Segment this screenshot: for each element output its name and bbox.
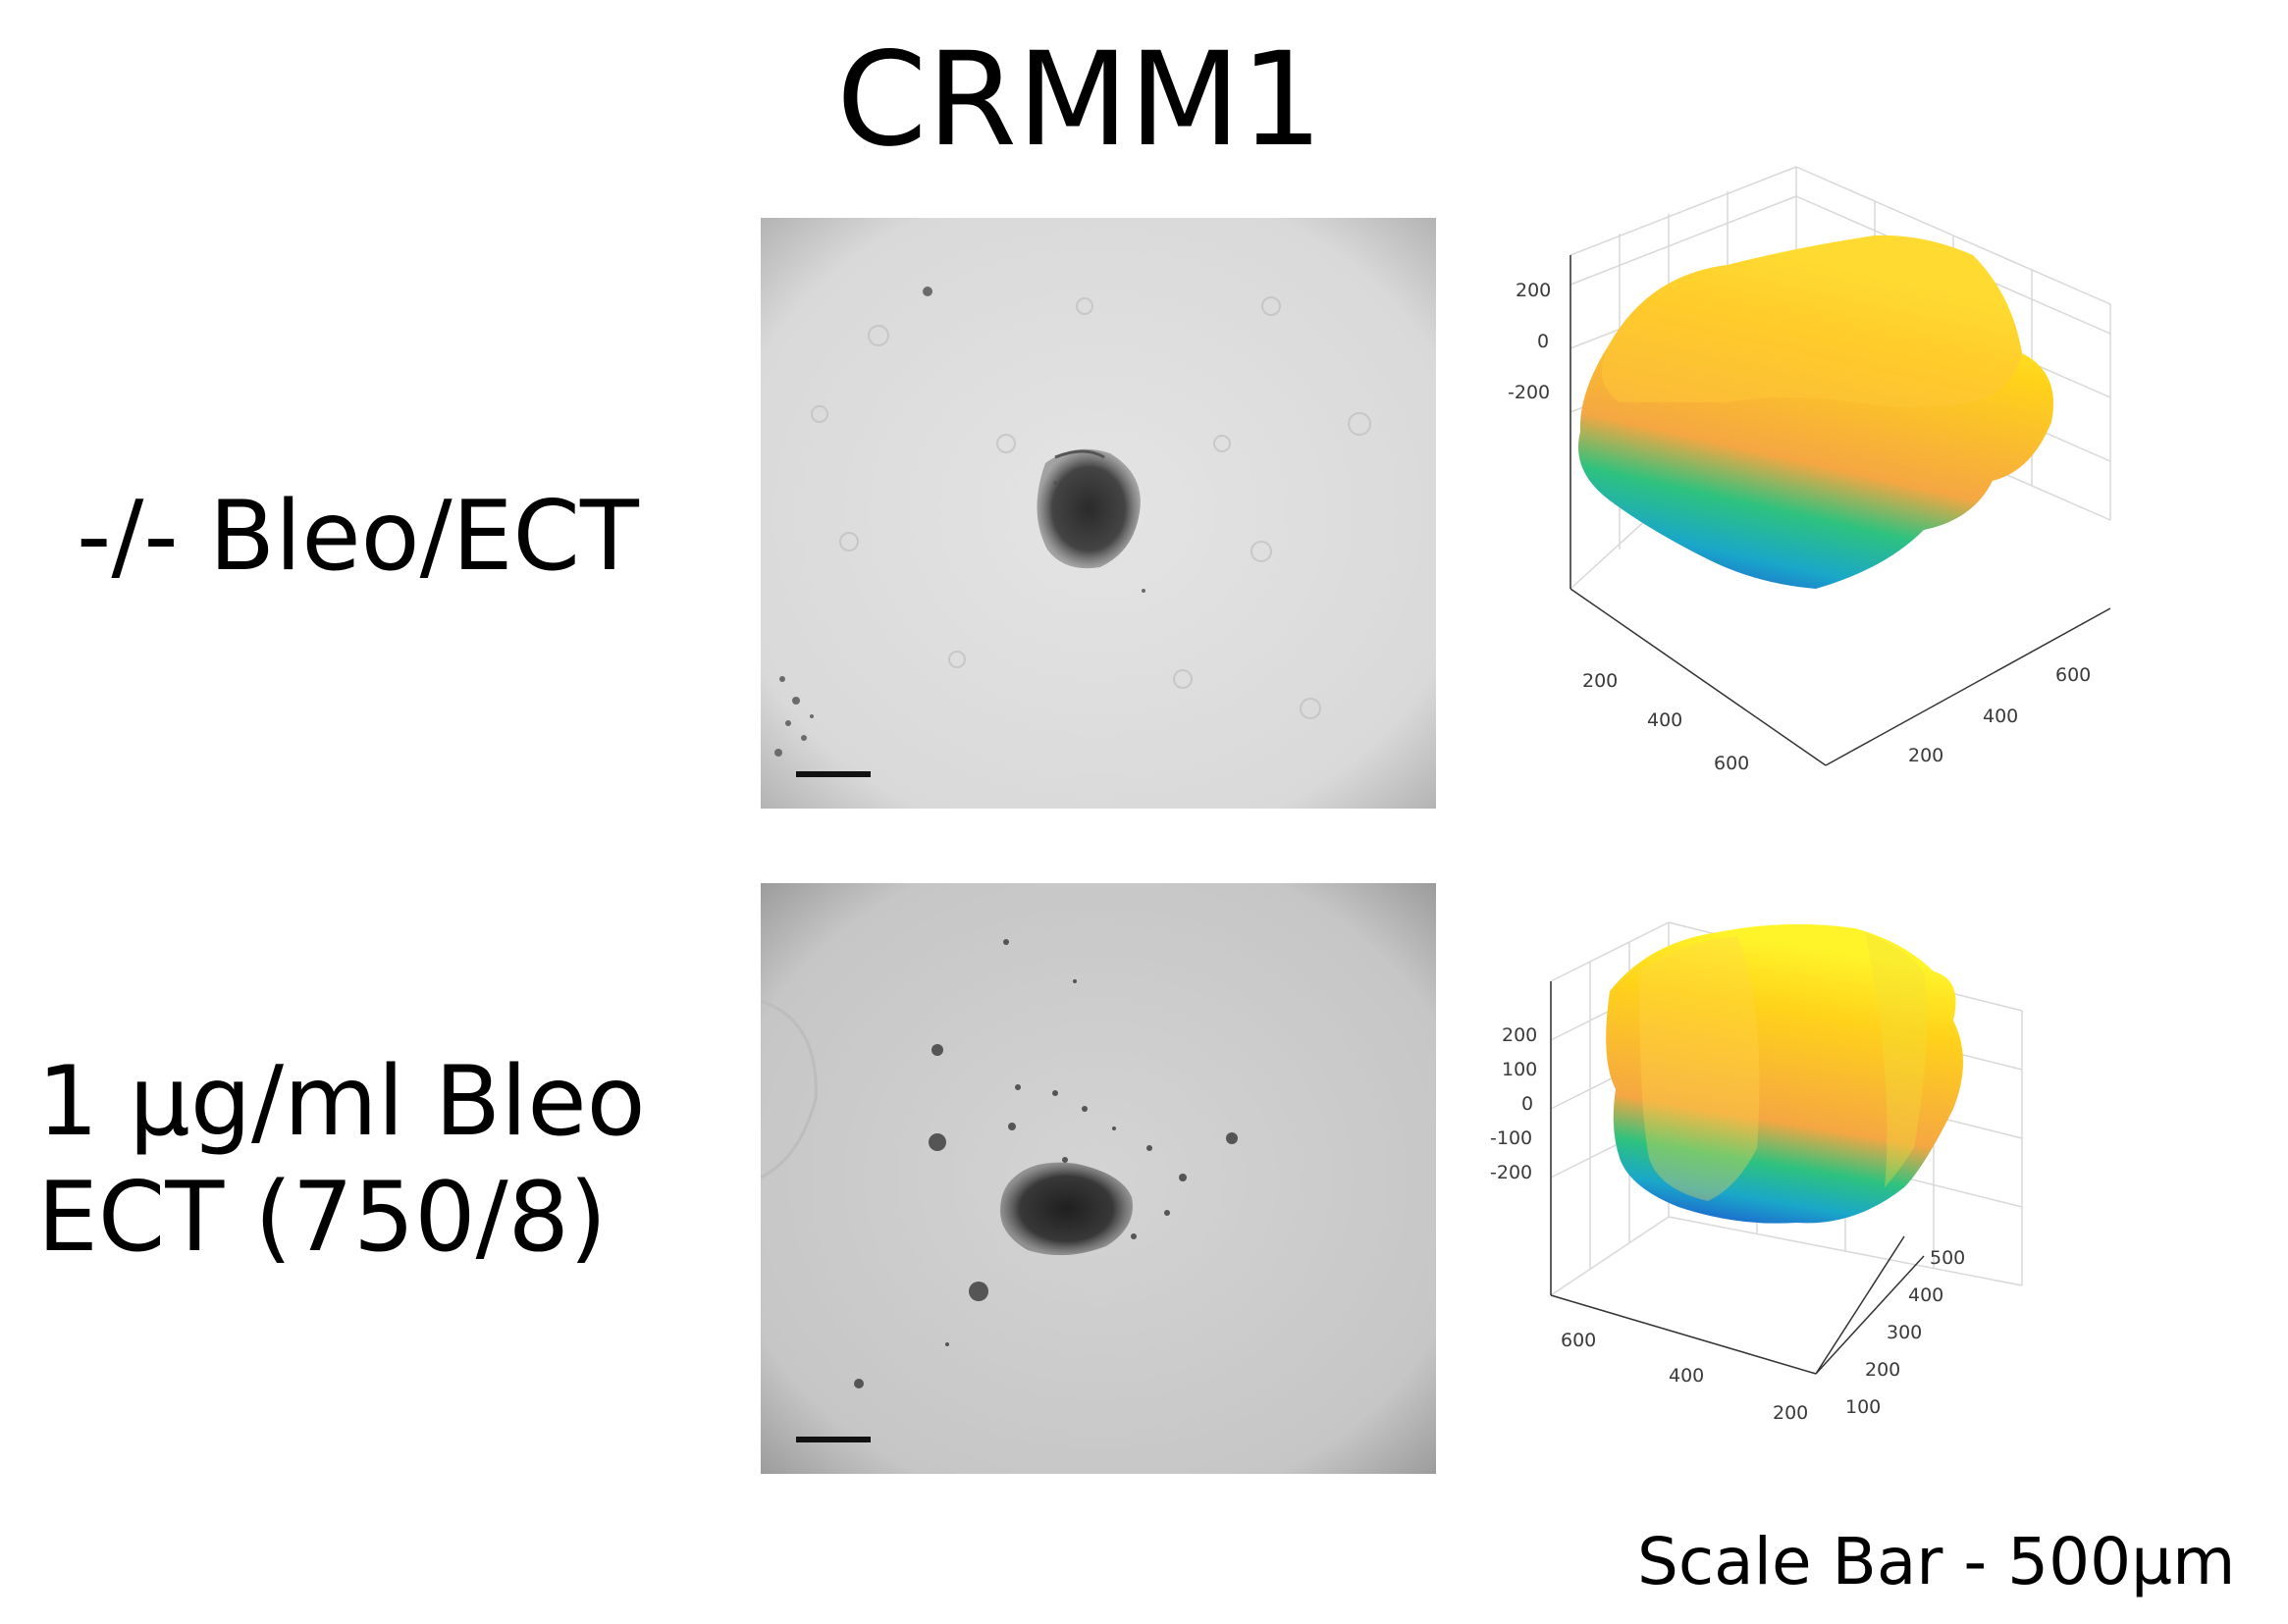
row-label-line: 1 µg/ml Bleo — [37, 1046, 646, 1158]
y-tick: 200 — [1908, 745, 1943, 766]
z-tick: 0 — [1537, 331, 1549, 352]
y-tick: 600 — [2055, 664, 2091, 686]
y-tick: 400 — [1908, 1284, 1943, 1306]
surface-plot-treatment: 200 100 0 -100 -200 600 400 200 100 200 … — [1443, 864, 2150, 1472]
micrograph-treatment — [761, 883, 1436, 1474]
z-tick: 100 — [1502, 1059, 1537, 1080]
y-tick: 400 — [1983, 706, 2018, 727]
row-label-control: -/- Bleo/ECT — [77, 479, 639, 595]
x-tick: 200 — [1773, 1402, 1808, 1424]
row-label-line: ECT (750/8) — [37, 1162, 608, 1274]
y-tick: 500 — [1930, 1247, 1965, 1269]
micrograph-control — [761, 218, 1436, 809]
z-tick: 200 — [1516, 280, 1551, 301]
row-label-treatment: 1 µg/ml Bleo ECT (750/8) — [37, 1044, 646, 1276]
x-tick: 600 — [1561, 1330, 1596, 1351]
surface-plot-control-svg: 200 0 -200 200 400 600 200 400 600 — [1508, 166, 2111, 774]
y-tick: 300 — [1887, 1322, 1922, 1343]
x-tick: 400 — [1647, 709, 1682, 731]
surface-plot-treatment-svg: 200 100 0 -100 -200 600 400 200 100 200 … — [1490, 921, 2023, 1424]
micrograph-treatment-image — [761, 883, 1436, 1474]
y-tick: 200 — [1865, 1359, 1900, 1381]
x-tick: 600 — [1714, 753, 1749, 774]
z-tick: 0 — [1521, 1093, 1533, 1115]
z-tick: -200 — [1490, 1162, 1532, 1183]
z-tick: 200 — [1502, 1024, 1537, 1046]
x-tick: 200 — [1582, 670, 1618, 692]
z-tick: -100 — [1490, 1127, 1532, 1149]
x-tick: 400 — [1669, 1365, 1704, 1387]
surface-plot-control: 200 0 -200 200 400 600 200 400 600 — [1463, 166, 2169, 844]
figure-title: CRMM1 — [836, 25, 1323, 176]
row-label-line: -/- Bleo/ECT — [77, 481, 639, 593]
micrograph-control-image — [761, 218, 1436, 809]
scale-bar-note: Scale Bar - 500µm — [1637, 1524, 2236, 1599]
z-tick: -200 — [1508, 382, 1550, 403]
y-tick: 100 — [1845, 1396, 1881, 1418]
